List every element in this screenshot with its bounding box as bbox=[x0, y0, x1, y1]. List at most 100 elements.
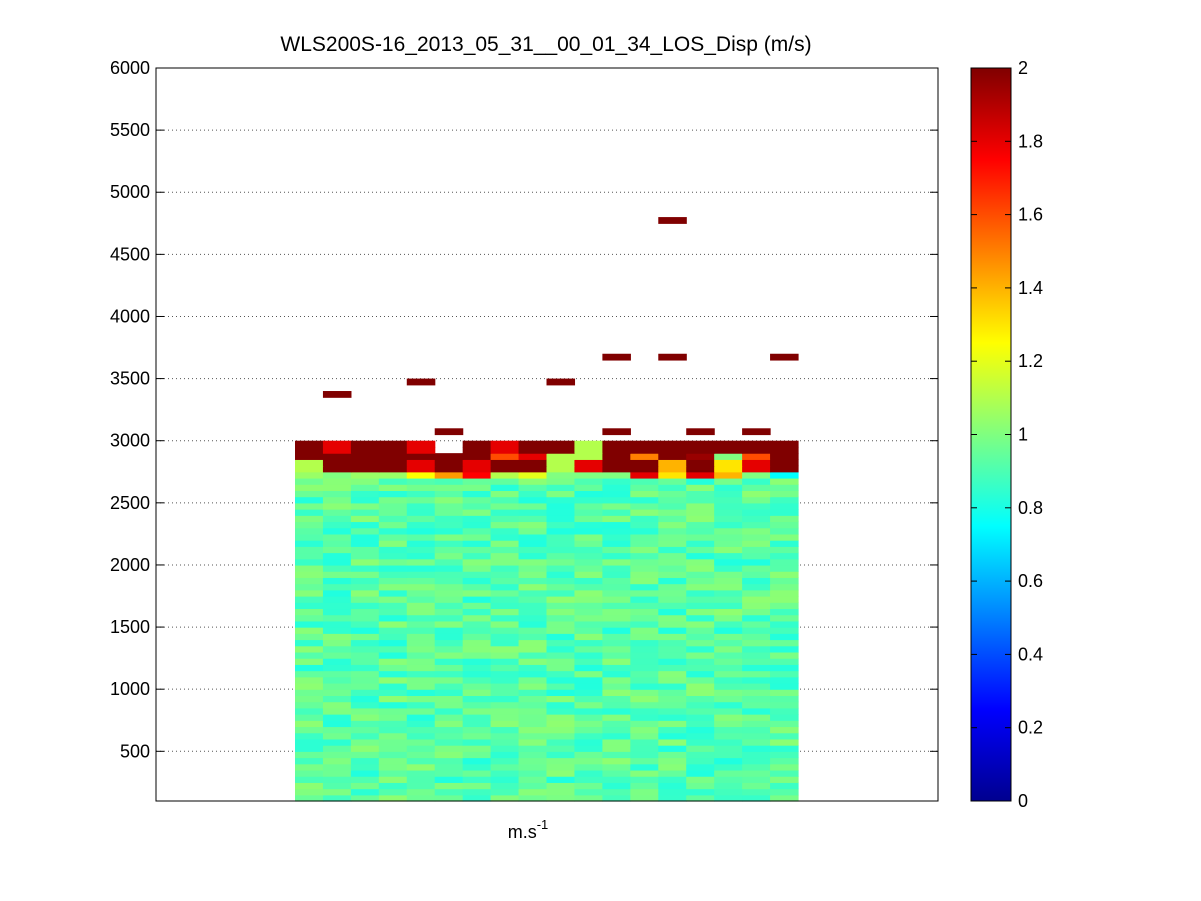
heatmap-cell bbox=[378, 776, 408, 783]
heatmap-cell bbox=[742, 682, 771, 690]
heatmap-cell bbox=[714, 521, 743, 529]
heatmap-cell bbox=[742, 670, 771, 678]
heatmap-cell bbox=[546, 502, 576, 510]
heatmap-cell bbox=[770, 676, 799, 684]
heatmap-cell bbox=[630, 695, 659, 703]
heatmap-cell bbox=[518, 533, 548, 541]
heatmap-cell bbox=[462, 664, 492, 672]
heatmap-cell bbox=[490, 627, 520, 634]
heatmap-cell bbox=[322, 639, 352, 647]
heatmap-cell bbox=[295, 453, 324, 460]
heatmap-cell bbox=[518, 571, 548, 578]
heatmap-cell bbox=[714, 720, 743, 728]
heatmap-cell bbox=[546, 794, 576, 802]
heatmap-cell bbox=[574, 484, 603, 491]
heatmap-cell bbox=[714, 484, 743, 491]
heatmap-cell bbox=[770, 633, 799, 641]
heatmap-cell bbox=[602, 583, 631, 591]
heatmap-cell bbox=[686, 533, 715, 541]
heatmap-cell bbox=[686, 701, 715, 709]
heatmap-cell bbox=[574, 521, 603, 529]
heatmap-cell bbox=[686, 614, 715, 622]
heatmap-cell bbox=[434, 546, 464, 554]
heatmap-cell bbox=[630, 645, 659, 653]
heatmap-cell bbox=[546, 757, 576, 765]
heatmap-cell bbox=[630, 596, 659, 603]
heatmap-cell bbox=[462, 763, 492, 771]
heatmap-cell bbox=[378, 465, 408, 473]
heatmap-cell bbox=[490, 484, 520, 491]
heatmap-cell bbox=[658, 577, 687, 585]
heatmap-cell bbox=[462, 515, 492, 523]
heatmap-cell bbox=[658, 745, 687, 752]
heatmap-cell bbox=[490, 471, 520, 479]
heatmap-cell bbox=[686, 738, 715, 746]
heatmap-cell bbox=[686, 745, 715, 752]
heatmap-cell bbox=[742, 465, 771, 473]
heatmap-cell bbox=[295, 471, 324, 479]
heatmap-cell bbox=[742, 552, 771, 560]
heatmap-cell bbox=[490, 720, 520, 728]
heatmap-cell bbox=[686, 608, 715, 616]
heatmap-cell bbox=[434, 763, 464, 771]
heatmap-cell bbox=[518, 453, 548, 460]
heatmap-cell bbox=[742, 614, 771, 622]
heatmap-cell bbox=[490, 608, 520, 616]
heatmap-cell bbox=[686, 490, 715, 498]
heatmap-cell bbox=[602, 633, 631, 641]
heatmap-cell bbox=[742, 583, 771, 591]
heatmap-cell bbox=[714, 564, 743, 572]
heatmap-cell bbox=[462, 639, 492, 647]
heatmap-cell bbox=[658, 552, 687, 560]
heatmap-cell bbox=[434, 776, 464, 783]
heatmap-cell bbox=[322, 546, 352, 554]
heatmap-cell bbox=[295, 446, 324, 454]
heatmap-cell bbox=[434, 738, 464, 746]
heatmap-cell bbox=[322, 490, 352, 498]
heatmap-cell bbox=[490, 440, 520, 448]
heatmap-cell bbox=[714, 589, 743, 597]
heatmap-cell bbox=[518, 471, 548, 479]
heatmap-cell bbox=[546, 614, 576, 622]
heatmap-cell bbox=[434, 589, 464, 597]
heatmap-cell bbox=[406, 602, 436, 610]
heatmap-cell bbox=[295, 533, 324, 541]
heatmap-cell bbox=[490, 757, 520, 765]
heatmap-cell bbox=[490, 453, 520, 460]
heatmap-cell bbox=[350, 496, 380, 504]
heatmap-cell bbox=[742, 757, 771, 765]
heatmap-cell bbox=[322, 757, 352, 765]
heatmap-cell bbox=[434, 571, 464, 578]
heatmap-cell bbox=[770, 589, 799, 597]
heatmap-cell bbox=[295, 589, 324, 597]
heatmap-cell bbox=[518, 664, 548, 672]
heatmap-cell bbox=[406, 658, 436, 665]
heatmap-cell bbox=[546, 484, 576, 491]
heatmap-cell bbox=[770, 664, 799, 672]
heatmap-cell bbox=[378, 714, 408, 721]
heatmap-cell bbox=[322, 651, 352, 659]
heatmap-cell bbox=[630, 515, 659, 523]
heatmap-cell bbox=[490, 633, 520, 641]
heatmap-cell bbox=[658, 583, 687, 591]
heatmap-cell bbox=[350, 627, 380, 634]
heatmap-cell bbox=[406, 751, 436, 759]
heatmap-cell bbox=[658, 596, 687, 603]
heatmap-cell bbox=[462, 459, 492, 467]
heatmap-cell bbox=[630, 788, 659, 796]
heatmap-cell bbox=[322, 745, 352, 752]
heatmap-cell bbox=[350, 602, 380, 610]
heatmap-cell bbox=[770, 484, 799, 491]
heatmap-cell bbox=[658, 496, 687, 504]
heatmap-cell bbox=[322, 751, 352, 759]
heatmap-cell bbox=[378, 769, 408, 777]
heatmap-cell bbox=[630, 564, 659, 572]
heatmap-cell bbox=[714, 714, 743, 721]
heatmap-cell bbox=[714, 453, 743, 460]
heatmap-cell bbox=[574, 658, 603, 665]
heatmap-cell bbox=[630, 540, 659, 547]
heatmap-cell bbox=[518, 583, 548, 591]
heatmap-cell bbox=[406, 757, 436, 765]
heatmap-cell bbox=[322, 627, 352, 634]
heatmap-cell bbox=[322, 577, 352, 585]
